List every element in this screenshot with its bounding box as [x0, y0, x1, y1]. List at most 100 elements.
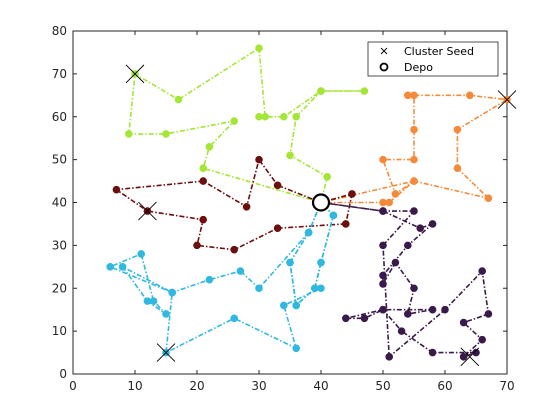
y-tick-label: 0 [59, 367, 67, 381]
cluster-seeds [125, 64, 517, 367]
customer-point [360, 314, 369, 323]
axes: 0 10 20 30 40 50 60 70 0 10 20 30 40 50 60 70 80 [52, 24, 515, 393]
customer-point [174, 95, 183, 104]
y-tick-label: 60 [52, 110, 67, 124]
customer-point [149, 297, 158, 305]
route-line [114, 157, 354, 251]
customer-point [242, 202, 251, 211]
customer-point [286, 151, 294, 160]
y-tick-label: 20 [52, 281, 67, 295]
x-tick-label: 20 [189, 379, 204, 393]
customer-point [404, 241, 412, 250]
y-tick-label: 50 [52, 153, 67, 167]
customer-point [317, 258, 325, 267]
customer-point [286, 258, 294, 267]
cluster-seed-marker [497, 90, 517, 109]
route-7 [317, 198, 493, 361]
customer-point [379, 305, 387, 314]
customer-point [261, 112, 270, 121]
customer-point [304, 228, 313, 237]
customer-point [230, 245, 238, 254]
customer-point [323, 172, 332, 181]
customer-point [255, 284, 263, 293]
customer-point [199, 164, 207, 172]
y-tick-label: 80 [52, 24, 67, 38]
x-tick-label: 50 [375, 379, 390, 393]
customer-point [379, 241, 387, 250]
customer-point [342, 220, 350, 228]
depot [311, 193, 331, 212]
customer-point [329, 211, 338, 220]
customer-point [453, 164, 462, 172]
legend: Cluster Seed Depo [367, 41, 499, 77]
customer-point [273, 224, 282, 233]
customer-point [391, 190, 400, 198]
customer-point [478, 335, 487, 344]
customer-point [410, 207, 418, 215]
customer-point [484, 194, 493, 203]
customer-point [385, 198, 394, 207]
depot-marker [311, 193, 331, 212]
x-tick-label: 10 [127, 379, 142, 393]
customer-point [292, 344, 301, 353]
customer-point [255, 155, 263, 164]
customer-point [404, 91, 412, 100]
customer-point [391, 258, 400, 267]
customer-point [428, 220, 437, 228]
customer-point [162, 310, 170, 318]
customer-point [112, 185, 121, 194]
seed-stroke [460, 347, 480, 367]
customer-point [317, 284, 325, 293]
customer-point [397, 327, 406, 335]
customer-point [292, 112, 301, 121]
customer-point [199, 177, 207, 185]
y-tick-label: 70 [52, 67, 67, 81]
customer-point [484, 310, 493, 318]
customer-point [472, 348, 480, 357]
legend-seed-icon [380, 47, 388, 55]
cluster-seed-marker [125, 64, 145, 84]
customer-point [125, 130, 133, 138]
customer-point [236, 267, 245, 275]
customer-point [410, 284, 418, 293]
y-tick-label: 30 [52, 238, 67, 252]
customer-point [441, 305, 449, 314]
customer-point [466, 91, 474, 100]
customer-point [459, 353, 468, 361]
customer-point [404, 310, 412, 318]
cluster-seed-marker [460, 347, 480, 367]
customer-point [385, 353, 394, 361]
x-tick-label: 60 [437, 379, 452, 393]
customer-point [379, 198, 387, 207]
plot-area-frame [72, 30, 508, 375]
x-tick-label: 40 [313, 379, 328, 393]
customer-point [428, 305, 437, 314]
route-line [289, 201, 335, 308]
x-tick-label: 0 [69, 379, 77, 393]
customer-point [478, 267, 487, 275]
customer-point [230, 314, 238, 323]
legend-label: Depo [404, 61, 433, 74]
route-6 [106, 228, 325, 357]
customer-point [205, 275, 214, 284]
customer-point [137, 250, 145, 258]
customer-point [410, 177, 418, 185]
customer-point [255, 112, 263, 121]
customer-point [273, 181, 282, 190]
customer-point [410, 125, 418, 134]
seed-stroke [156, 343, 176, 362]
customer-point [416, 224, 425, 233]
customer-point [193, 241, 201, 250]
customer-point [143, 297, 152, 305]
customer-point [199, 215, 207, 224]
customer-point [118, 263, 127, 271]
customer-point [292, 301, 301, 310]
x-tick-label: 70 [499, 379, 514, 393]
legend-label: Cluster Seed [404, 45, 474, 58]
customer-point [317, 87, 325, 95]
customer-point [342, 314, 350, 323]
legend-depot-icon [379, 62, 389, 72]
legend-box [367, 41, 499, 77]
customer-point [255, 44, 263, 52]
